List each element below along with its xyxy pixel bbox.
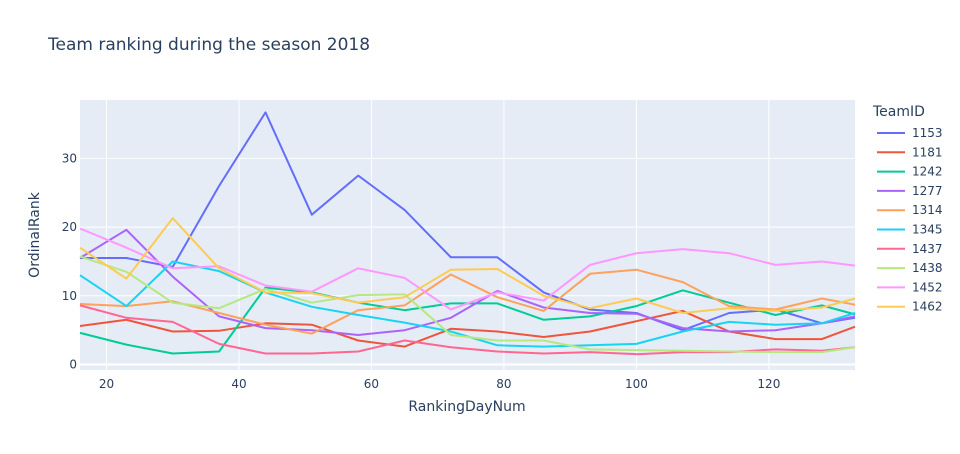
y-tick-label: 30 bbox=[62, 151, 77, 165]
legend-label: 1153 bbox=[912, 126, 943, 140]
series-line-1181[interactable] bbox=[79, 309, 856, 348]
legend-item-1277[interactable]: 1277 bbox=[877, 184, 943, 198]
legend-label: 1345 bbox=[912, 223, 943, 237]
legend-label: 1314 bbox=[912, 203, 943, 217]
legend-label: 1452 bbox=[912, 280, 943, 294]
plot-area bbox=[80, 100, 855, 370]
legend-label: 1437 bbox=[912, 242, 943, 256]
x-tick-label: 100 bbox=[625, 377, 648, 391]
series-line-1277[interactable] bbox=[79, 228, 856, 336]
x-tick-labels: 20 40 60 80 100 120 bbox=[99, 377, 780, 391]
y-tick-labels: 0 10 20 30 bbox=[62, 151, 77, 371]
legend-label: 1181 bbox=[912, 145, 943, 159]
x-tick-label: 80 bbox=[496, 377, 511, 391]
legend-label: 1438 bbox=[912, 261, 943, 275]
series-line-1314[interactable] bbox=[79, 268, 856, 335]
legend-item-1345[interactable]: 1345 bbox=[877, 223, 943, 237]
y-tick-label: 0 bbox=[69, 358, 77, 372]
y-axis-label: OrdinalRank bbox=[27, 191, 43, 278]
legend-item-1462[interactable]: 1462 bbox=[877, 300, 943, 314]
y-tick-label: 20 bbox=[62, 220, 77, 234]
legend-item-1181[interactable]: 1181 bbox=[877, 145, 943, 159]
chart-title: Team ranking during the season 2018 bbox=[47, 35, 370, 55]
legend[interactable]: TeamID 1153 1181 1242 1277 1314 1345 1437 1438 1… bbox=[872, 104, 943, 314]
series-line-1153[interactable] bbox=[80, 111, 856, 332]
legend-title: TeamID bbox=[872, 104, 925, 120]
legend-item-1153[interactable]: 1153 bbox=[877, 126, 943, 140]
series-line-1462[interactable] bbox=[79, 217, 856, 314]
x-tick-label: 40 bbox=[231, 377, 246, 391]
legend-item-1452[interactable]: 1452 bbox=[877, 280, 943, 294]
legend-item-1438[interactable]: 1438 bbox=[877, 261, 943, 275]
series-line-1452[interactable] bbox=[79, 227, 856, 311]
legend-label: 1242 bbox=[912, 165, 943, 179]
legend-item-1242[interactable]: 1242 bbox=[877, 165, 943, 179]
legend-item-1314[interactable]: 1314 bbox=[877, 203, 943, 217]
x-tick-label: 20 bbox=[99, 377, 114, 391]
x-tick-label: 120 bbox=[757, 377, 780, 391]
x-axis-label: RankingDayNum bbox=[408, 399, 525, 415]
legend-label: 1462 bbox=[912, 300, 943, 314]
x-tick-label: 60 bbox=[364, 377, 379, 391]
legend-label: 1277 bbox=[912, 184, 943, 198]
y-tick-label: 10 bbox=[62, 289, 77, 303]
series-lines bbox=[79, 111, 856, 356]
grid bbox=[80, 100, 855, 370]
series-line-1438[interactable] bbox=[79, 255, 856, 354]
legend-item-1437[interactable]: 1437 bbox=[877, 242, 943, 256]
